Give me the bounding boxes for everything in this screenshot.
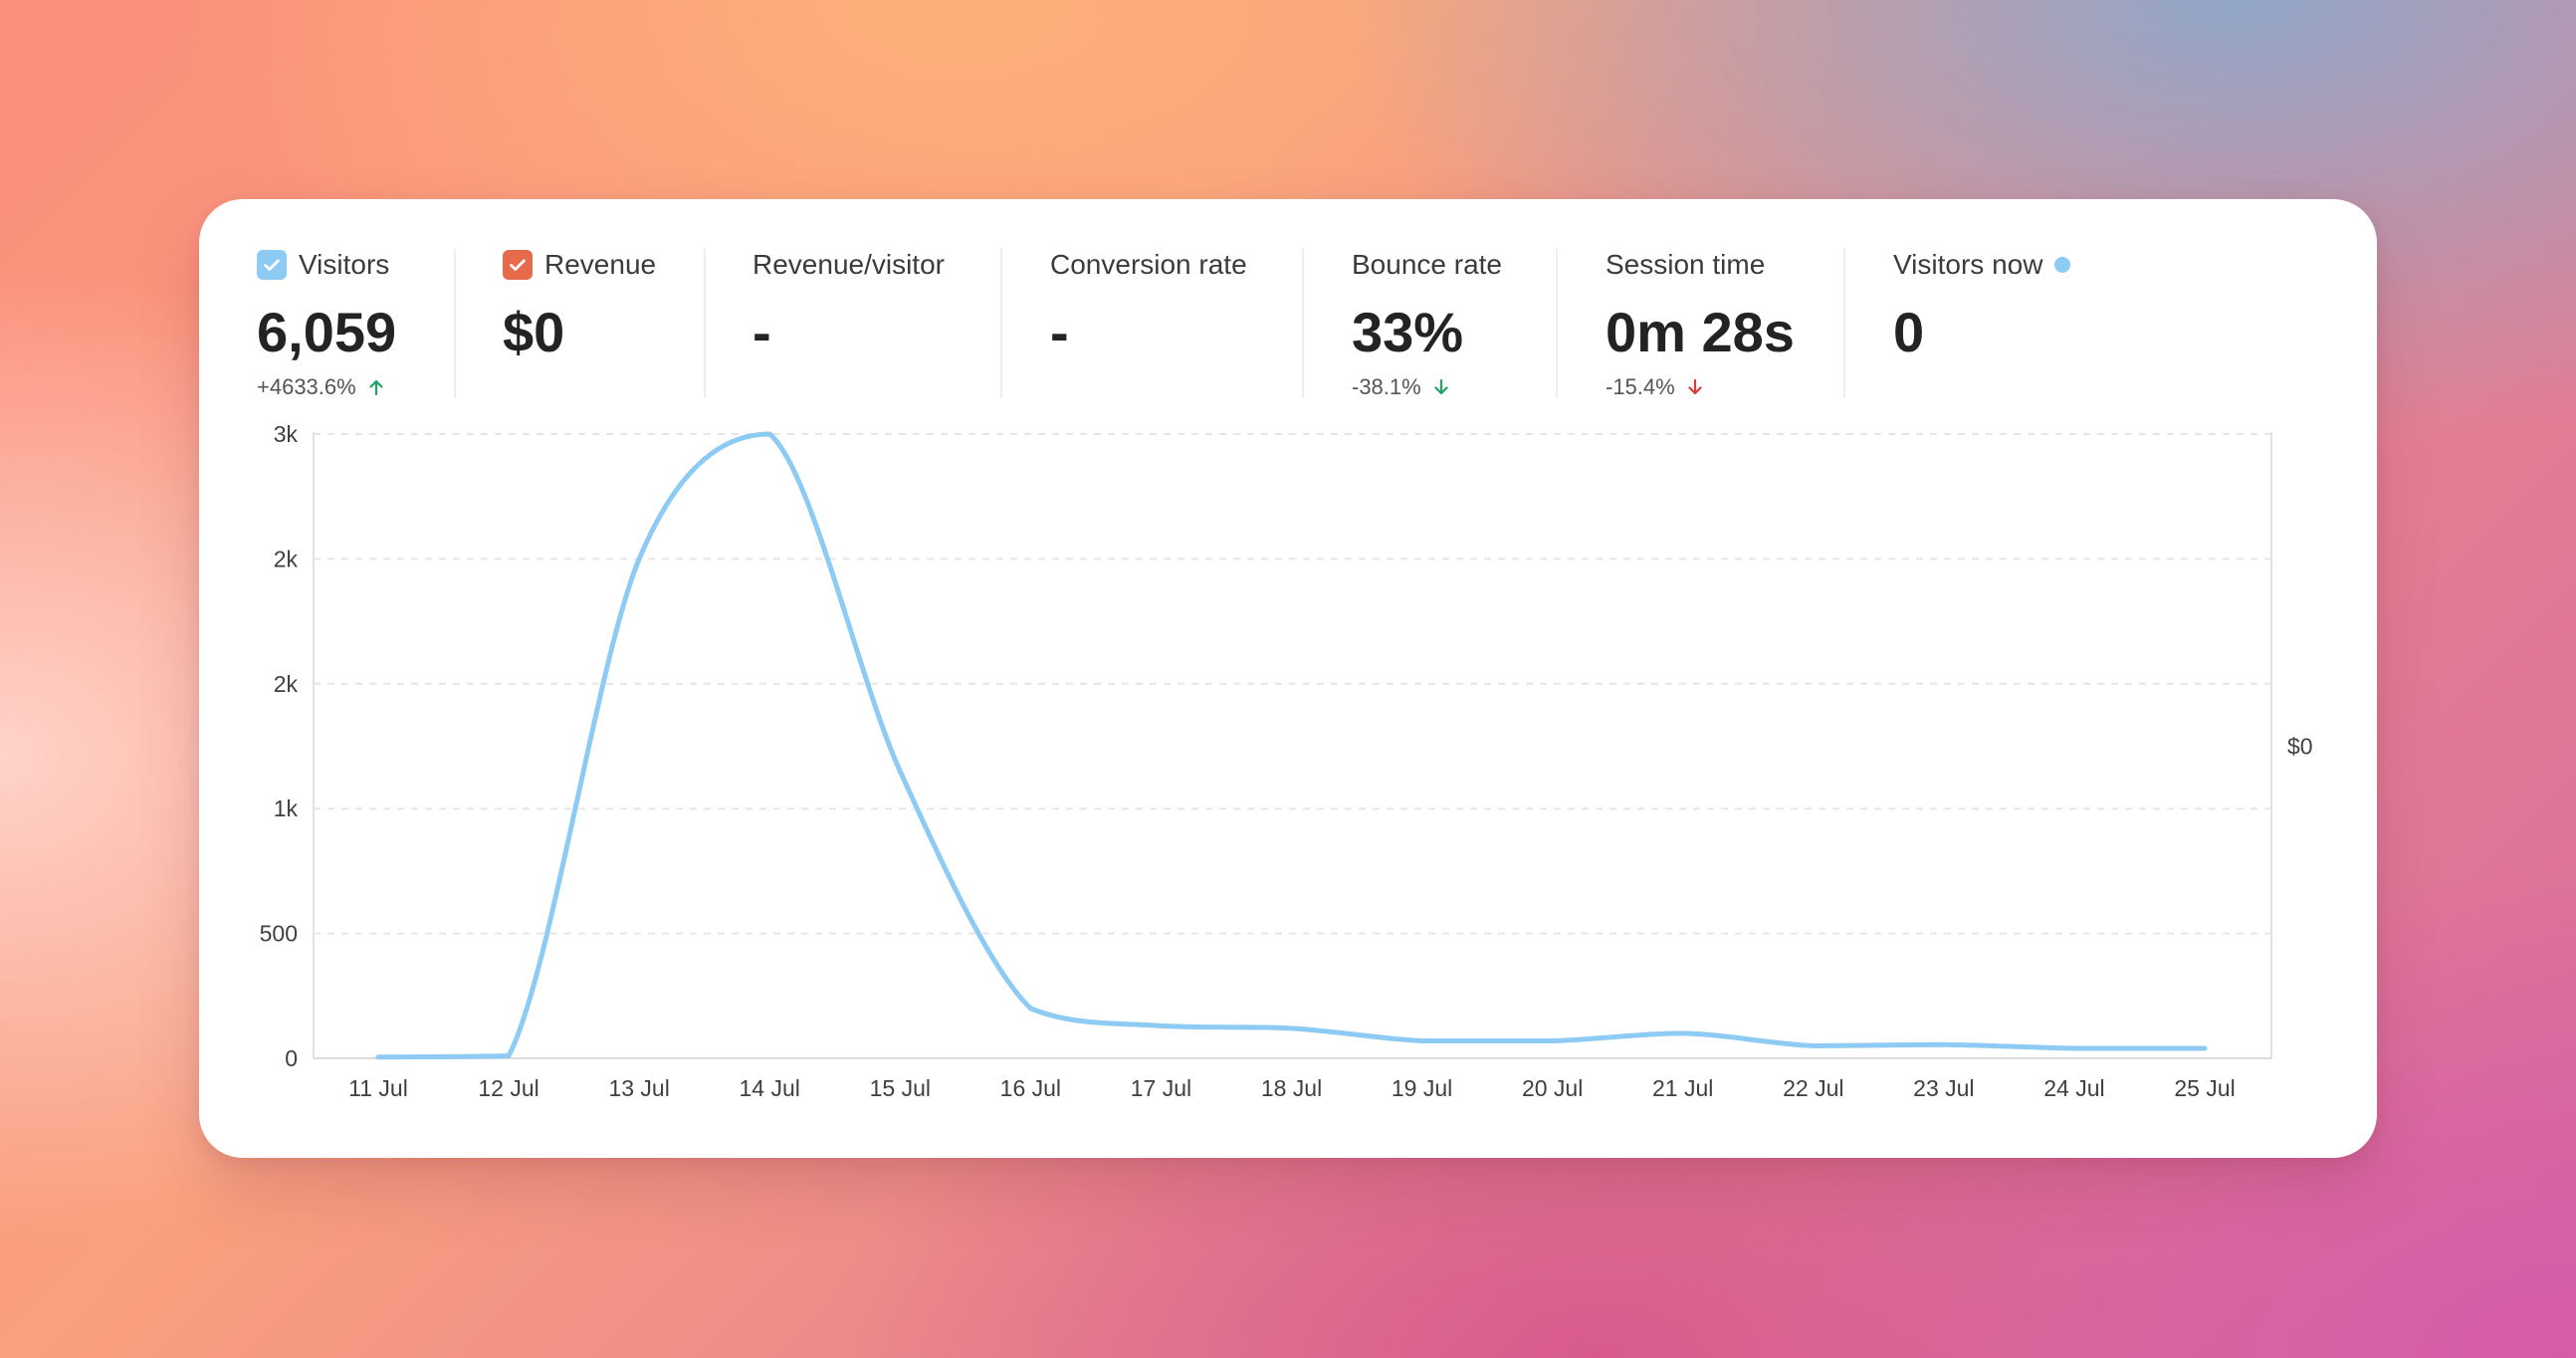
visitors-delta-text: +4633.6% [257,374,356,399]
metrics-row: Visitors 6,059 +4633.6% Revenue $0 Reven… [199,199,2377,408]
arrow-down-icon [1688,378,1702,395]
metric-visitors[interactable]: Visitors 6,059 +4633.6% [257,247,396,401]
arrow-down-icon [1434,378,1448,395]
revenue-label: Revenue [544,249,657,280]
visitors-label: Visitors [299,249,390,280]
bounce-rate-delta: -38.1% [1352,374,1502,400]
conversion-rate-label: Conversion rate [1050,249,1247,280]
session-time-delta: -15.4% [1606,374,1795,400]
metric-divider [1302,249,1304,398]
metric-revenue-per-visitor[interactable]: Revenue/visitor - [752,247,945,401]
x-tick-label: 22 Jul [1783,1075,1843,1101]
visitors-chart[interactable]: 0 500 1k 2k 2k 3k 11 Jul 12 Jul 13 Jul 14 Jul 15 J… [199,199,2377,1158]
visitors-value: 6,059 [257,301,397,363]
analytics-card: Visitors 6,059 +4633.6% Revenue $0 Reven… [199,199,2377,1158]
revenue-value: $0 [503,301,565,363]
arrow-up-icon [369,379,383,396]
revenue-checkbox-icon[interactable] [503,250,533,280]
visitors-delta: +4633.6% [257,374,396,400]
visitors-now-label: Visitors now [1893,249,2043,280]
x-tick-label: 23 Jul [1913,1075,1974,1101]
bounce-rate-value: 33% [1352,301,1464,363]
metric-divider [454,249,456,398]
bounce-rate-label: Bounce rate [1352,249,1502,280]
metric-divider [704,249,706,398]
series-line-visitors [375,431,2208,1060]
metric-conversion-rate[interactable]: Conversion rate - [1050,247,1247,401]
visitors-checkbox-icon[interactable] [257,250,287,280]
visitors-now-value: 0 [1893,301,1925,363]
conversion-rate-value: - [1050,301,1069,363]
x-tick-label: 16 Jul [1000,1075,1061,1101]
right-axis-label: $0 [2287,734,2313,760]
y-tick-label: 3k [274,421,299,447]
metric-session-time[interactable]: Session time 0m 28s -15.4% [1606,247,1795,401]
session-time-label: Session time [1606,249,1766,280]
live-dot-icon [2054,257,2071,273]
session-time-delta-text: -15.4% [1606,374,1675,399]
x-tick-label: 18 Jul [1261,1075,1322,1101]
x-tick-label: 12 Jul [478,1075,538,1101]
metric-revenue[interactable]: Revenue $0 [503,247,656,401]
y-tick-label: 1k [274,795,299,821]
x-tick-label: 14 Jul [740,1075,800,1101]
metric-bounce-rate[interactable]: Bounce rate 33% -38.1% [1352,247,1502,401]
x-tick-label: 17 Jul [1131,1075,1191,1101]
x-tick-label: 19 Jul [1392,1075,1452,1101]
y-tick-label: 2k [274,671,299,697]
metric-divider [1843,249,1845,398]
session-time-value: 0m 28s [1606,301,1795,363]
revenue-per-visitor-value: - [752,301,771,363]
x-tick-label: 11 Jul [348,1075,408,1101]
metric-divider [1000,249,1002,398]
x-tick-label: 24 Jul [2043,1075,2104,1101]
y-tick-label: 2k [274,546,299,571]
bounce-rate-delta-text: -38.1% [1352,374,1421,399]
x-tick-label: 13 Jul [608,1075,669,1101]
x-tick-label: 20 Jul [1522,1075,1583,1101]
x-tick-label: 25 Jul [2174,1075,2235,1101]
y-tick-label: 0 [285,1045,298,1071]
revenue-per-visitor-label: Revenue/visitor [752,249,945,280]
x-tick-label: 21 Jul [1652,1075,1713,1101]
x-tick-label: 15 Jul [870,1075,931,1101]
metric-visitors-now[interactable]: Visitors now 0 [1893,247,2071,401]
metric-divider [1556,249,1558,398]
chart-svg: 0 500 1k 2k 2k 3k 11 Jul 12 Jul 13 Jul 14 Jul 15 J… [260,421,2313,1101]
y-tick-label: 500 [260,921,298,947]
